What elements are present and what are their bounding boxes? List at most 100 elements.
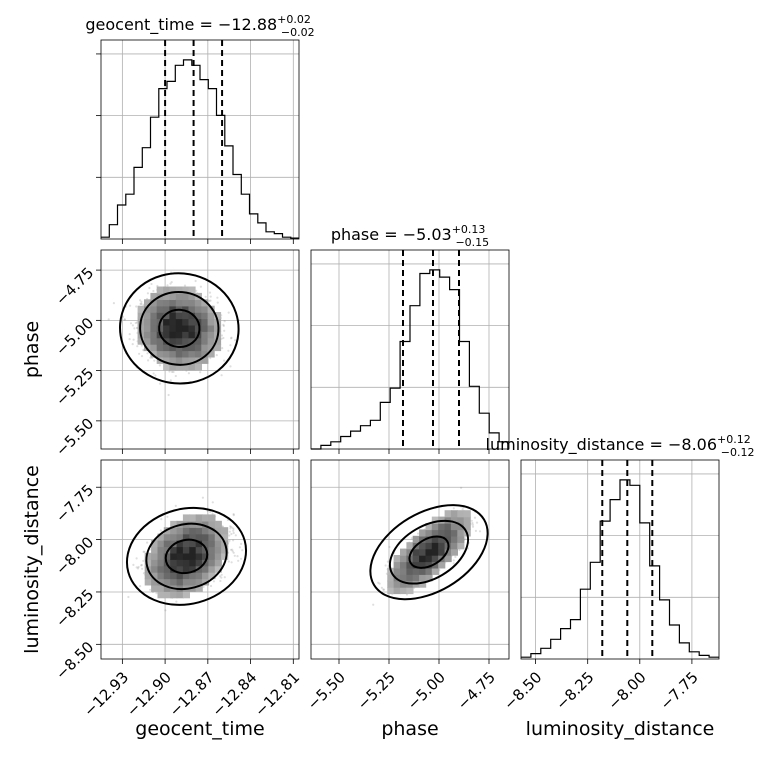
density-cell [201,331,209,339]
sample-point [159,529,162,532]
y-tick-label: −5.25 [52,364,97,409]
sample-point [133,327,136,330]
x-tick-label: −12.90 [123,668,175,720]
density-cell [431,567,439,575]
density-cell [144,324,152,332]
density-cell [207,331,215,339]
sample-point [241,549,244,552]
density-cell [182,552,190,560]
density-cell [170,533,178,541]
density-cell [425,548,433,556]
density-cell [221,546,229,554]
density-cell [163,363,171,371]
sample-point [380,586,383,589]
density-cell [137,305,145,313]
contour-level-2 [139,290,220,366]
title-value: geocent_time = −12.88 [85,15,277,35]
density-cell [431,555,439,563]
density-cell [450,529,458,537]
density-cell [419,580,427,588]
sample-point [222,336,225,340]
density-cell [188,363,196,371]
density-cell [150,350,158,358]
sample-point [452,559,455,562]
density-cell [406,587,414,595]
y-tick-label: −8.00 [52,533,97,578]
x-tick-label: −7.75 [657,668,702,713]
density-cell [207,305,215,313]
sample-point [174,374,177,378]
density-cell [214,527,222,535]
density-cell [214,540,222,548]
density-cell [387,574,395,582]
frame [310,459,510,660]
density-cell [208,572,216,580]
sample-point [139,299,142,302]
title-luminosity_distance: luminosity_distance = −8.06+0.12 −0.12 [486,433,755,459]
density-cell [400,574,408,582]
sample-point [231,548,234,551]
sample-point [223,359,226,362]
density-cell [457,529,465,537]
sample-point [209,295,212,298]
density-cell [156,337,164,345]
density-cell [194,350,202,358]
density-cell [175,324,183,332]
sample-point [232,539,235,542]
density-cell [425,555,433,563]
sample-point [230,337,233,340]
density-cell [144,572,152,580]
density-cell [176,552,184,560]
sample-point [220,374,223,377]
sample-point [223,320,226,323]
sample-point [107,318,110,321]
density-cell [444,548,452,556]
density-cell [444,529,452,537]
density-cell [419,542,427,550]
density-cell [144,559,152,567]
density-cell [182,356,190,364]
density-cell [195,572,203,580]
density-cell [393,561,401,569]
density-cell [156,305,164,313]
density-cell [419,529,427,537]
density-cell [182,344,190,352]
sample-point [129,304,132,307]
density-cell [163,331,171,339]
sample-point [172,370,175,374]
sample-point [378,582,381,585]
sample-point [129,322,133,325]
density-cell [412,574,420,582]
density-cell [170,572,178,580]
density-cell [450,523,458,531]
density-cell [463,516,471,524]
sample-point [232,513,235,516]
density-cell [419,567,427,575]
density-cell [419,548,427,556]
sample-point [233,554,236,557]
x-tick-label: −12.93 [80,668,132,720]
sample-point [220,576,223,579]
title-sup: +0.13 [452,223,486,236]
density-cell [182,527,190,535]
density-cell [169,299,177,307]
sample-point [230,525,233,528]
density-blocks [144,514,229,599]
sample-point [417,532,420,535]
density-cell [156,286,164,294]
density-cell [157,591,165,599]
sample-point [154,374,157,377]
sample-point [195,289,198,292]
sample-point [140,300,143,303]
y-tick-label: −4.75 [52,264,97,309]
density-cell [214,533,222,541]
density-cell [202,578,210,586]
sample-point [470,519,473,522]
frame [100,459,300,660]
x-tick-label: −5.25 [354,668,399,713]
density-cell [195,584,203,592]
sample-point [226,518,229,522]
density-cell [400,580,408,588]
density-cell [208,533,216,541]
density-cell [207,344,215,352]
